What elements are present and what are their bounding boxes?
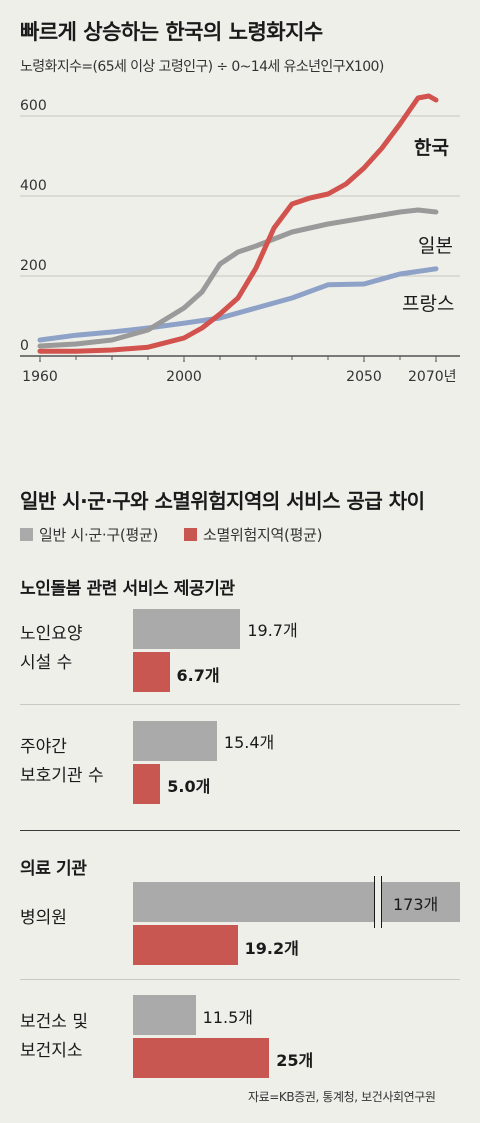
legend-label-risk: 소멸위험지역(평균) [203,526,323,544]
y-tick-label: 200 [20,258,47,274]
y-tick-label: 600 [20,98,47,114]
category-label-nursing-homes: 노인요양 시설 수 [20,624,83,673]
series-label: 일본 [418,235,453,257]
bar-value-label: 15.4개 [223,733,275,752]
series-line-일본 [37,207,439,349]
bar-general-broken [133,876,460,928]
bar-general [133,721,217,761]
x-tick-label: 2070년 [408,369,457,385]
bar-general [133,609,241,649]
line-chart-title: 빠르게 상승하는 한국의 노령화지수 [20,20,323,44]
category-label-health-centers: 보건소 및 보건지소 [20,1012,88,1061]
bar-value-label: 19.2개 [244,939,299,958]
section-title-medical: 의료 기관 [20,859,87,879]
section-title-elder-care: 노인돌봄 관련 서비스 제공기관 [20,579,235,599]
bar-value-label: 6.7개 [176,666,220,685]
bar-value-label: 173개 [393,895,439,914]
legend-swatch-general [20,528,33,541]
bar-risk [133,925,238,965]
category-label-hospitals: 병의원 [20,908,67,928]
series-label: 한국 [414,137,449,159]
x-tick-label: 2000 [166,369,202,385]
bar-value-label: 5.0개 [167,777,211,796]
y-tick-label: 400 [20,178,47,194]
bar-value-label: 11.5개 [202,1008,254,1027]
bar-risk [133,764,161,804]
section-divider [20,830,460,831]
axis-break-mark [374,876,382,928]
bar-chart-title: 일반 시·군·구와 소멸위험지역의 서비스 공급 차이 [20,489,425,513]
bar-value-label: 19.7개 [247,621,298,640]
line-chart: 0 200 400 600 1960 2000 2050 2070년 프랑스 일본 한국 [20,93,460,385]
series-line-한국 [37,93,439,354]
series-label: 프랑스 [402,293,454,315]
bar-risk [133,1038,270,1078]
x-tick-label: 1960 [22,369,58,385]
divider [20,979,460,980]
legend-swatch-risk [184,528,198,541]
bar-risk [133,652,170,692]
bar-general [133,995,196,1035]
bar-value-label: 25개 [276,1051,314,1070]
series-line-프랑스 [37,266,439,343]
line-chart-subtitle: 노령화지수=(65세 이상 고령인구) ÷ 0~14세 유소년인구X100) [20,59,384,75]
x-tick-label: 2050 [346,369,382,385]
source-note: 자료=KB증권, 통계청, 보건사회연구원 [248,1090,436,1104]
category-label-day-care: 주야간 보호기관 수 [20,737,104,786]
y-tick-label: 0 [20,338,29,354]
legend-label-general: 일반 시·군·구(평균) [39,526,159,544]
divider [20,704,460,705]
bar-legend: 일반 시·군·구(평균) 소멸위험지역(평균) [20,524,322,545]
